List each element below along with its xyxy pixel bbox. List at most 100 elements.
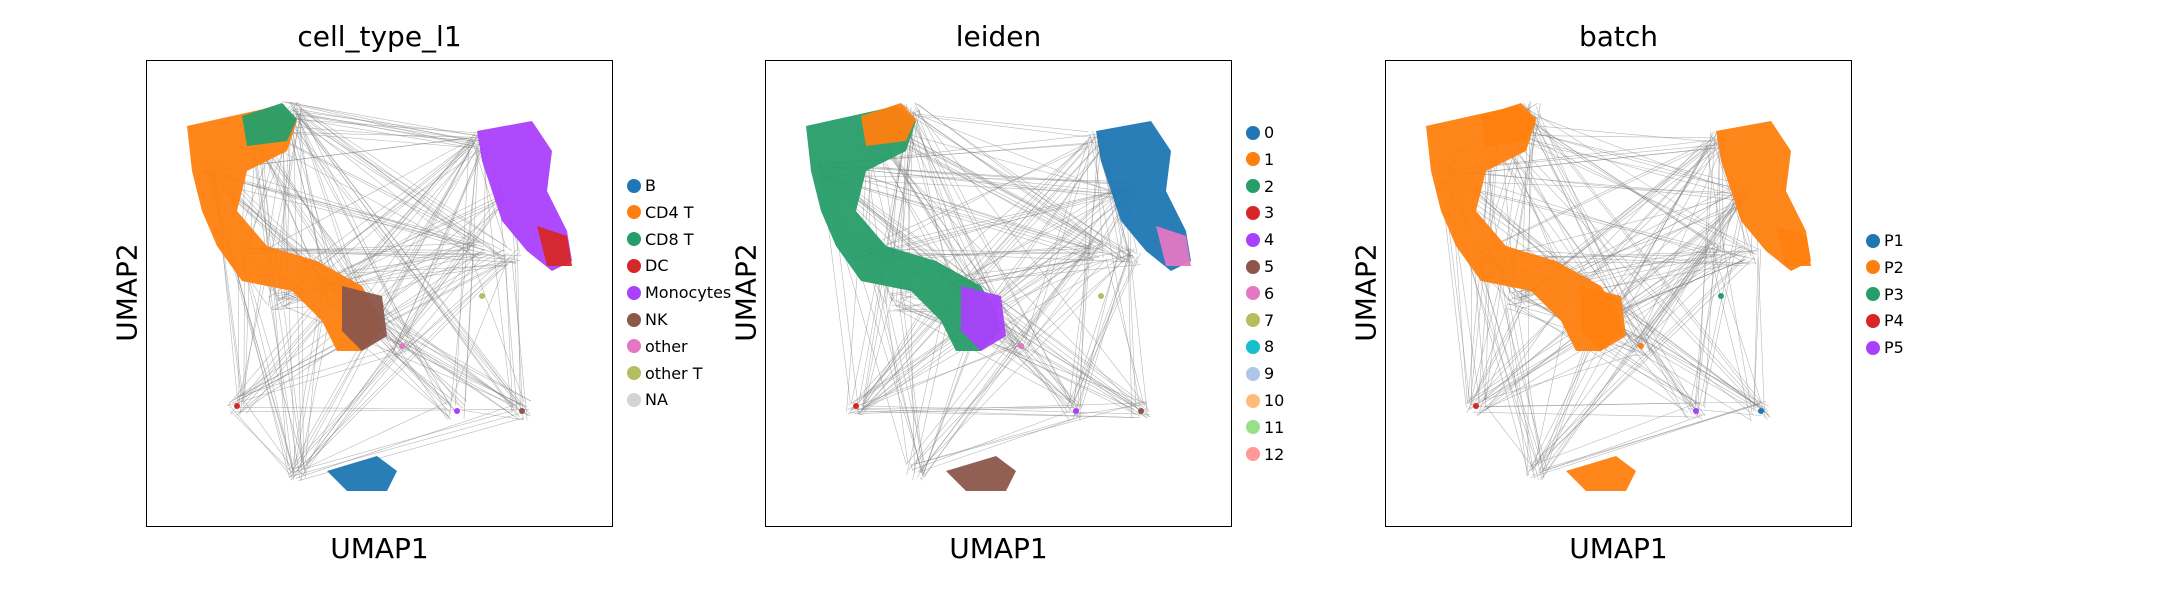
graph-edge [250,252,522,256]
legend-marker [1246,313,1260,328]
graph-edge [1697,131,1712,416]
graph-edge [1528,109,1757,255]
graph-edge [241,136,475,403]
legend-label: B [645,176,656,195]
legend-label: 11 [1264,417,1285,437]
legend-item: P4 [1866,308,1904,334]
graph-edge [1472,248,1487,407]
graph-edge [1605,246,1707,320]
cluster-top [861,103,916,146]
legend-marker [1866,287,1880,302]
legend-marker [627,312,641,327]
graph-edge [333,264,508,275]
cluster-left [187,106,382,351]
legend-label: 0 [1264,123,1275,142]
graph-edge [1077,133,1100,408]
graph-edge [234,408,530,413]
x-axis-label: UMAP1 [1569,532,1668,565]
graph-edge [850,146,1089,412]
cluster-small [1156,226,1191,266]
legend-marker [1246,125,1260,140]
graph-edge [304,132,480,471]
graph-edge [461,409,525,421]
graph-edge [1473,411,1696,418]
legend-marker [1246,152,1260,167]
legend-item: P1 [1866,228,1904,254]
graph-edge [1439,168,1716,258]
legend-label: 12 [1264,444,1285,464]
graph-edge [856,411,1141,418]
graph-edge [1507,298,1688,413]
graph-edge [909,114,1106,140]
graph-edge [293,142,475,477]
graph-edge [1488,194,1739,260]
graph-edge [204,171,514,263]
satellite-point [519,408,525,414]
graph-edge [203,161,507,257]
legend-label: P1 [1884,231,1904,250]
satellite-point [454,408,460,414]
plot-area [765,60,1232,527]
graph-edge [919,477,924,481]
graph-edge [910,463,914,471]
graph-edge [365,306,531,402]
legend-marker [1246,420,1260,435]
legend-label: 9 [1264,364,1275,384]
graph-edge [853,135,1101,263]
legend-item: CD4 T [627,200,694,226]
graph-edge [302,191,511,476]
graph-edge [295,110,480,137]
legend-marker [627,366,641,381]
graph-edge [301,113,477,147]
graph-edge [888,297,1135,410]
graph-edge [1530,114,1698,413]
legend-marker [1246,286,1260,301]
legend-label: DC [645,256,669,276]
graph-edge [306,257,482,467]
graph-edge [898,298,924,475]
graph-edge [828,164,1105,252]
graph-edge [877,125,1124,194]
graph-edge [976,145,1105,318]
y-axis-label: UMAP2 [1349,243,1383,342]
graph-edge [294,108,487,143]
graph-edge [834,165,1091,250]
legend-label: P3 [1884,284,1904,304]
graph-edge [295,113,468,140]
graph-edge [869,249,922,474]
clusters [806,103,1191,491]
chart-title: cell_type_l1 [297,20,462,53]
legend-item: P3 [1866,282,1904,308]
graph-edge [1494,118,1771,418]
graph-edge [455,140,470,406]
cluster-mid [961,286,1006,351]
graph-edge [505,261,513,408]
graph-edge [1640,260,1726,345]
legend-item: P5 [1866,335,1904,361]
satellite-point [1473,403,1479,409]
graph-edge [896,305,1148,405]
graph-edge [818,165,1131,197]
graph-edge [1753,258,1759,412]
cluster-top [1481,103,1536,146]
graph-edge [1088,254,1094,259]
legend-item: 12 [1246,442,1284,468]
legend-marker [1246,393,1260,408]
graph-edge [1644,337,1651,353]
graph-edge [826,161,1134,194]
graph-edge [835,175,1131,182]
legend-marker [627,258,641,273]
graph-edge [237,347,396,397]
graph-edge [1481,183,1738,402]
graph-edge [293,103,363,312]
graph-edge [295,110,531,415]
graph-edge [834,178,1143,403]
graph-edge [1025,258,1094,350]
graph-edge [293,117,331,272]
graph-edge [1127,247,1133,418]
legend-item: DC [627,253,669,279]
graph-edge [919,120,996,304]
graph-edge [1529,257,1754,472]
legend-item: 6 [1246,281,1274,307]
graph-edge [241,253,307,474]
